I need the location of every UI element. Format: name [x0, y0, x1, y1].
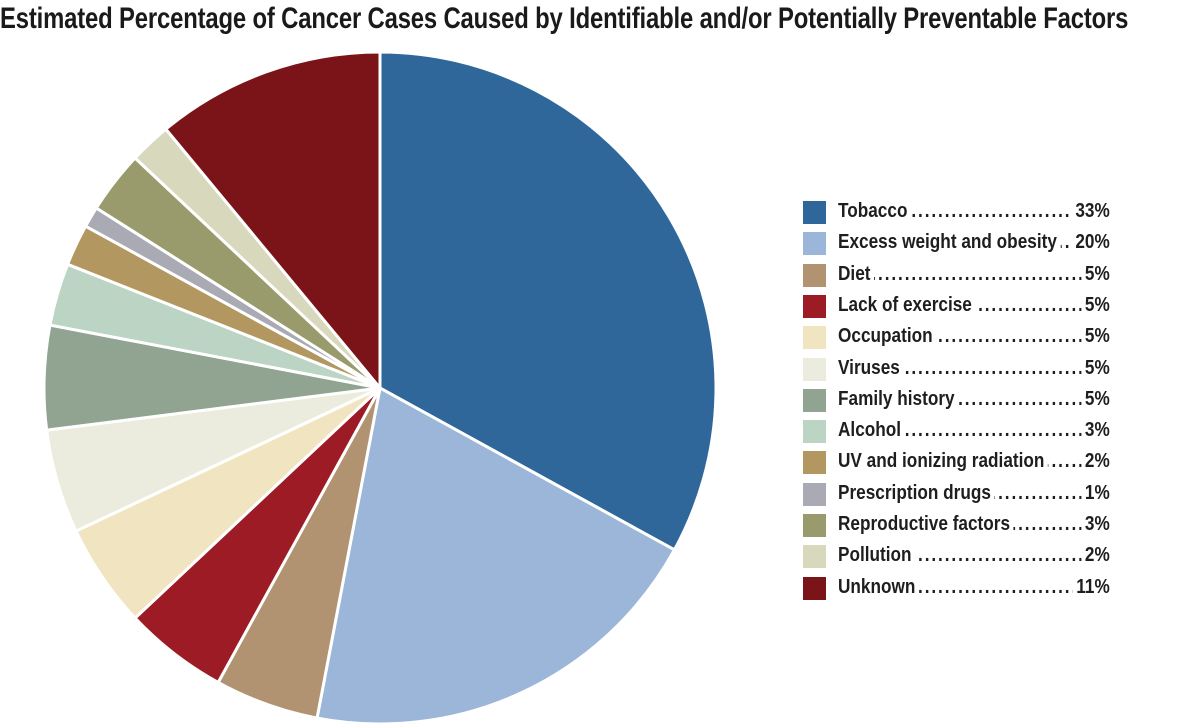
legend-swatch	[803, 201, 826, 224]
legend-label: Alcohol	[838, 419, 905, 442]
legend-entry: ........................................…	[838, 509, 1113, 540]
legend-value: 3%	[1081, 509, 1110, 540]
legend-item-alcohol: ........................................…	[803, 415, 1163, 447]
legend-value: 11%	[1072, 571, 1110, 603]
legend-label: Occupation	[838, 325, 937, 348]
legend-label: Unknown	[838, 575, 919, 598]
legend-value: 2%	[1081, 446, 1110, 478]
legend-swatch	[803, 545, 826, 569]
legend-swatch	[803, 388, 826, 412]
legend-value: 5%	[1081, 383, 1110, 415]
legend-item-reproductive-factors: ........................................…	[803, 509, 1163, 540]
legend-swatch	[803, 232, 826, 256]
legend-item-family-history: ........................................…	[803, 383, 1163, 415]
legend-entry: ........................................…	[838, 258, 1113, 290]
legend-entry: ........................................…	[838, 289, 1113, 321]
legend-label: Family history	[838, 387, 959, 410]
legend-swatch	[803, 576, 826, 600]
legend-item-unknown: ........................................…	[803, 571, 1163, 603]
legend-value: 2%	[1081, 540, 1110, 572]
legend-entry: ........................................…	[838, 446, 1113, 478]
legend-label: UV and ionizing radiation	[838, 450, 1048, 473]
pie-slice-unknown	[164, 50, 382, 390]
legend-item-lack-of-exercise: ........................................…	[803, 289, 1163, 321]
legend-entry: ........................................…	[838, 415, 1113, 447]
legend-item-diet: ........................................…	[803, 258, 1163, 290]
legend-entry: ........................................…	[838, 540, 1113, 572]
legend-value: 5%	[1081, 352, 1110, 384]
leader-dots: ........................................	[838, 262, 1105, 285]
legend-label: Pollution	[838, 544, 916, 567]
legend-label: Lack of exercise	[838, 293, 976, 316]
pie-slice-tobacco	[378, 50, 718, 552]
legend-label: Reproductive factors	[838, 513, 1014, 535]
legend-entry: ........................................…	[838, 383, 1113, 415]
legend-value: 20%	[1071, 227, 1110, 259]
legend-entry: ........................................…	[838, 571, 1113, 603]
legend-entry: ........................................…	[838, 477, 1113, 509]
legend-value: 5%	[1081, 321, 1110, 353]
legend-swatch	[803, 357, 826, 381]
legend-item-excess-weight-and-obesity: ........................................…	[803, 227, 1163, 259]
legend-swatch	[803, 451, 826, 475]
legend-label: Viruses	[838, 356, 904, 379]
legend-swatch	[803, 263, 826, 287]
legend-entry: ........................................…	[838, 352, 1113, 384]
legend-item-tobacco: ........................................…	[803, 196, 1163, 227]
legend-entry: ........................................…	[838, 196, 1113, 227]
legend-label: Tobacco	[838, 200, 911, 222]
legend-item-occupation: ........................................…	[803, 321, 1163, 353]
legend-label: Excess weight and obesity	[838, 231, 1061, 254]
legend-item-pollution: ........................................…	[803, 540, 1163, 572]
legend-swatch	[803, 326, 826, 350]
legend-entry: ........................................…	[838, 227, 1113, 259]
chart-title: Estimated Percentage of Cancer Cases Cau…	[0, 2, 1129, 35]
legend-item-viruses: ........................................…	[803, 352, 1163, 384]
legend-value: 5%	[1081, 258, 1110, 290]
legend-swatch	[803, 482, 826, 506]
legend-item-prescription-drugs: ........................................…	[803, 477, 1163, 509]
leader-dots: ........................................	[838, 356, 1105, 379]
legend-label: Diet	[838, 262, 874, 285]
legend-value: 3%	[1081, 415, 1110, 447]
legend-value: 5%	[1081, 289, 1110, 321]
legend-entry: ........................................…	[838, 321, 1113, 353]
legend-value: 33%	[1071, 196, 1110, 227]
legend-value: 1%	[1081, 477, 1110, 509]
legend-swatch	[803, 294, 826, 318]
legend-swatch	[803, 420, 826, 444]
legend-item-uv-and-ionizing-radiation: ........................................…	[803, 446, 1163, 478]
legend-label: Prescription drugs	[838, 481, 995, 504]
legend-swatch	[803, 514, 826, 537]
